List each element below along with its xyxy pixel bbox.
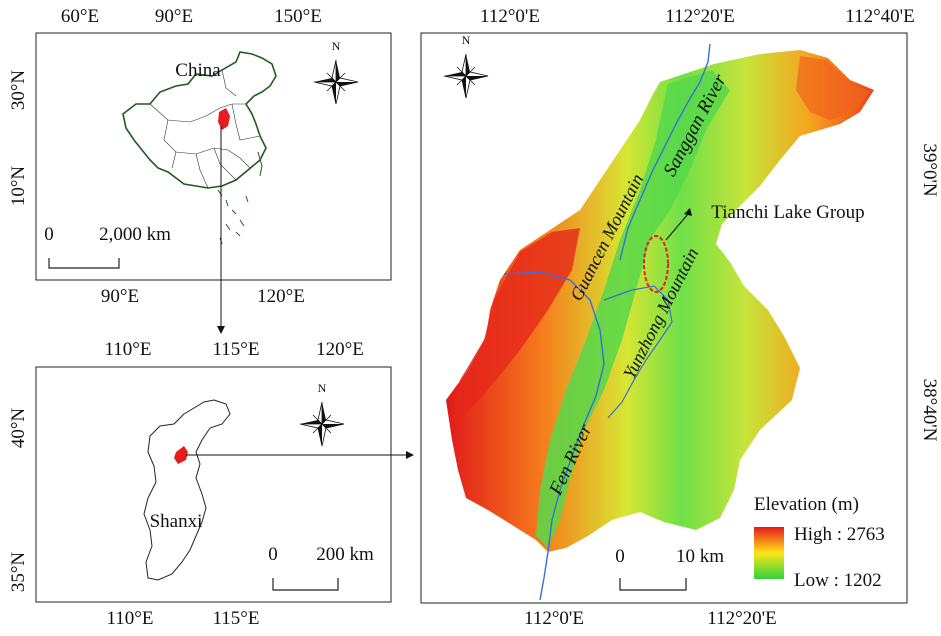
connector-shanxi-study — [186, 451, 414, 459]
shanxi-top-tick-2: 115°E — [213, 339, 260, 360]
china-bottom-tick-1: 90°E — [101, 286, 139, 307]
tianchi-pointer — [665, 213, 689, 241]
china-top-tick-2: 90°E — [155, 6, 193, 27]
china-province-lines — [149, 69, 261, 189]
china-scale-bar — [48, 258, 120, 269]
shanxi-scale-start: 0 — [268, 544, 278, 565]
china-north-letter: N — [332, 39, 341, 53]
tianchi-lake-label: Tianchi Lake Group — [711, 202, 864, 223]
shanxi-left-tick-2: 35°N — [8, 552, 29, 593]
shanxi-north-letter: N — [318, 381, 327, 395]
study-right-tick-1: 39°0'N — [919, 143, 940, 197]
china-shanxi-highlight — [218, 108, 230, 130]
shanxi-bottom-tick-1: 110°E — [107, 608, 154, 629]
shanxi-bottom-tick-2: 115°E — [213, 608, 260, 629]
shanxi-top-tick-1: 110°E — [105, 339, 152, 360]
elevation-raster — [446, 50, 874, 552]
shanxi-study-area-highlight — [174, 446, 188, 464]
shanxi-scale-bar — [272, 578, 339, 591]
legend-high: High : 2763 — [794, 524, 885, 545]
study-north-letter: N — [462, 33, 471, 47]
study-scale-start: 0 — [615, 546, 625, 567]
panel-shanxi: 110°E 115°E 120°E 110°E 115°E 40°N 35°N … — [8, 339, 392, 629]
tianchi-lake-marker — [643, 235, 669, 293]
legend-low: Low : 1202 — [794, 570, 882, 591]
china-label: China — [175, 60, 221, 81]
shanxi-top-tick-3: 120°E — [316, 339, 364, 360]
shanxi-label: Shanxi — [150, 511, 203, 532]
connector-china-shanxi — [217, 126, 225, 334]
study-top-tick-3: 112°40'E — [845, 6, 914, 27]
shanxi-outline — [143, 399, 231, 581]
study-top-tick-2: 112°20'E — [665, 6, 734, 27]
tianchi-pointer-head — [684, 208, 692, 216]
shanxi-left-tick-1: 40°N — [8, 408, 29, 449]
china-scale-start: 0 — [44, 224, 54, 245]
china-top-tick-1: 60°E — [61, 6, 99, 27]
china-outline — [122, 51, 277, 189]
panel-study-area: 112°0'E 112°20'E 112°40'E 112°0'E 112°20… — [420, 6, 940, 629]
study-right-tick-2: 38°40'N — [919, 379, 940, 442]
study-bottom-tick-2: 112°20'E — [707, 608, 776, 629]
study-bottom-tick-1: 112°0'E — [524, 608, 584, 629]
legend-color-ramp — [754, 527, 784, 579]
sanggan-river — [619, 43, 711, 261]
china-left-tick-2: 10°N — [8, 166, 29, 207]
fen-river — [503, 271, 605, 601]
panel-china: 60°E 90°E 150°E 90°E 120°E 30°N 10°N — [8, 6, 392, 307]
study-scale-end: 10 km — [676, 546, 724, 567]
china-left-tick-1: 30°N — [8, 70, 29, 111]
china-top-tick-3: 150°E — [274, 6, 322, 27]
tributary — [603, 285, 673, 419]
china-bottom-tick-2: 120°E — [257, 286, 305, 307]
eastern-highlands — [796, 56, 870, 120]
study-top-tick-1: 112°0'E — [480, 6, 540, 27]
study-scale-bar — [619, 578, 687, 591]
legend-title: Elevation (m) — [754, 494, 859, 515]
china-scale-end: 2,000 km — [99, 224, 171, 245]
valley-lowland — [536, 70, 730, 548]
western-highlands — [452, 228, 580, 420]
shanxi-scale-end: 200 km — [316, 544, 374, 565]
